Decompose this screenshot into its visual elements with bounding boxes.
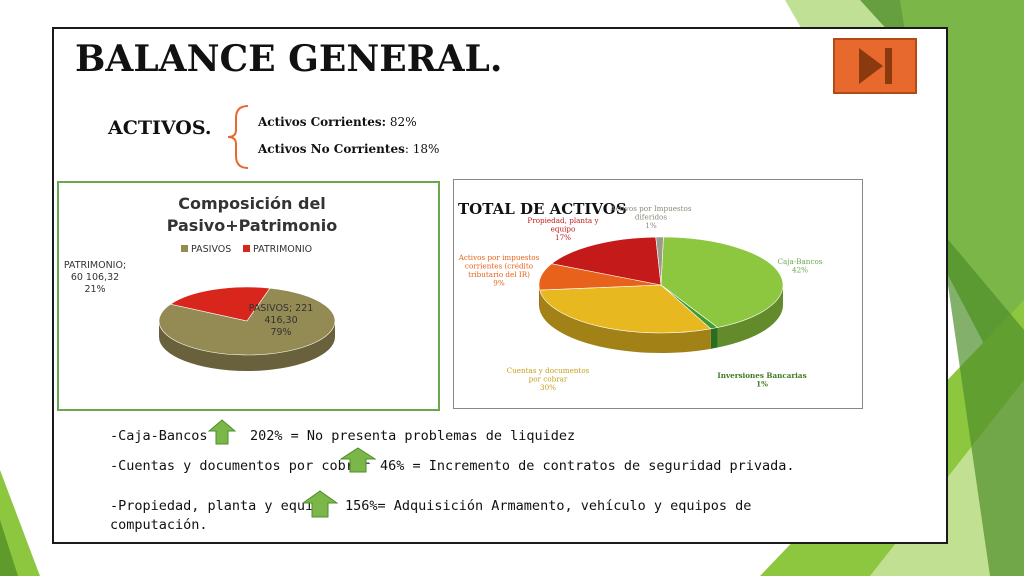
chart2-label-caja-bancos: Caja-Bancos 42% [778, 257, 823, 275]
note-cuentas-cobrar-item: -Cuentas y documentos por cobrar [110, 458, 371, 474]
note-propiedad-text: 156%= Adquisición Armamento, vehículo y … [345, 498, 752, 514]
up-arrow-icon [208, 419, 236, 445]
activos-no-corrientes-value: : 18% [404, 142, 440, 156]
activos-heading: ACTIVOS. [108, 117, 212, 139]
chart2-title: TOTAL DE ACTIVOS [458, 200, 627, 218]
chart2-slice-side-3 [539, 285, 540, 311]
chart1-label-patrimonio: PATRIMONIO; 60 106,32 21% [64, 260, 126, 295]
note-cuentas-cobrar: -Cuentas y documentos por cobrar [110, 458, 370, 474]
chart2-label-cuentas-cobrar: Cuentas y documentos por cobrar 30% [507, 366, 590, 392]
brace-icon [227, 105, 249, 169]
skip-forward-icon [859, 48, 892, 84]
chart2-label-impuestos-diferidos: Activos por Impuestos diferidos 1% [609, 204, 691, 230]
activos-no-corrientes-label: Activos No Corrientes [258, 142, 405, 156]
note-caja-bancos-item: -Caja-Bancos [110, 428, 208, 444]
chart1-slice-0 [169, 286, 271, 322]
slide-title: BALANCE GENERAL. [75, 38, 503, 80]
chart2-slice-side-0 [717, 285, 783, 348]
chart2-label-inversiones: Inversiones Bancarias 1% [717, 371, 806, 389]
chart2-slice-2 [539, 284, 712, 334]
next-slide-button[interactable] [833, 38, 917, 94]
note-propiedad: -Propiedad, planta y equipo [110, 498, 329, 514]
chart2-slice-side-2 [539, 290, 711, 353]
chart1-legend: PASIVOS PATRIMONIO [181, 244, 312, 255]
chart-pasivo-patrimonio-svg: Composición del Pasivo+Patrimonio PASIVOS… [64, 194, 338, 371]
chart1-legend-swatch-0 [181, 245, 188, 252]
chart2-slice-0 [660, 236, 784, 328]
note-caja-bancos: -Caja-Bancos [110, 428, 208, 444]
chart-total-activos: TOTAL DE ACTIVOS Caja-Bancos 42% Inversione… [453, 179, 863, 409]
activos-corrientes-value: 82% [386, 115, 417, 129]
chart2-slice-4 [550, 236, 662, 286]
chart1-title-line1: Composición del Pasivo+Patrimonio [167, 194, 338, 235]
chart2-label-propiedad: Propiedad, planta y equipo 17% [527, 216, 599, 242]
up-arrow-icon [340, 447, 376, 473]
note-propiedad-text-cont: computación. [110, 517, 208, 533]
chart1-legend-label-1: PATRIMONIO [253, 244, 312, 255]
activos-corrientes-label: Activos Corrientes: [258, 115, 387, 129]
chart1-legend-swatch-1 [243, 245, 250, 252]
chart-total-activos-svg: TOTAL DE ACTIVOS Caja-Bancos 42% Inversione… [458, 200, 823, 392]
activos-corrientes: Activos Corrientes: 82% [258, 115, 417, 129]
chart1-slice-side-1 [159, 321, 335, 371]
chart1-legend-label-0: PASIVOS [191, 244, 231, 255]
activos-no-corrientes: Activos No Corrientes: 18% [258, 142, 439, 156]
chart1-label-pasivos: PASIVOS; 221 416,30 79% [249, 303, 314, 338]
note-cuentas-cobrar-text: 46% = Incremento de contratos de segurid… [380, 458, 795, 474]
note-propiedad-item: -Propiedad, planta y equipo [110, 498, 330, 514]
chart1-slice-1 [158, 287, 336, 356]
chart-pasivo-patrimonio: Composición del Pasivo+Patrimonio PASIVOS… [57, 181, 440, 411]
chart2-label-impuestos-corrientes: Activos por impuestos corrientes (crédito… [458, 253, 540, 288]
up-arrow-icon [302, 490, 338, 518]
chart2-slice-5 [655, 236, 664, 286]
note-caja-bancos-text: 202% = No presenta problemas de liquidez [250, 428, 576, 444]
chart2-slice-side-1 [710, 327, 718, 349]
